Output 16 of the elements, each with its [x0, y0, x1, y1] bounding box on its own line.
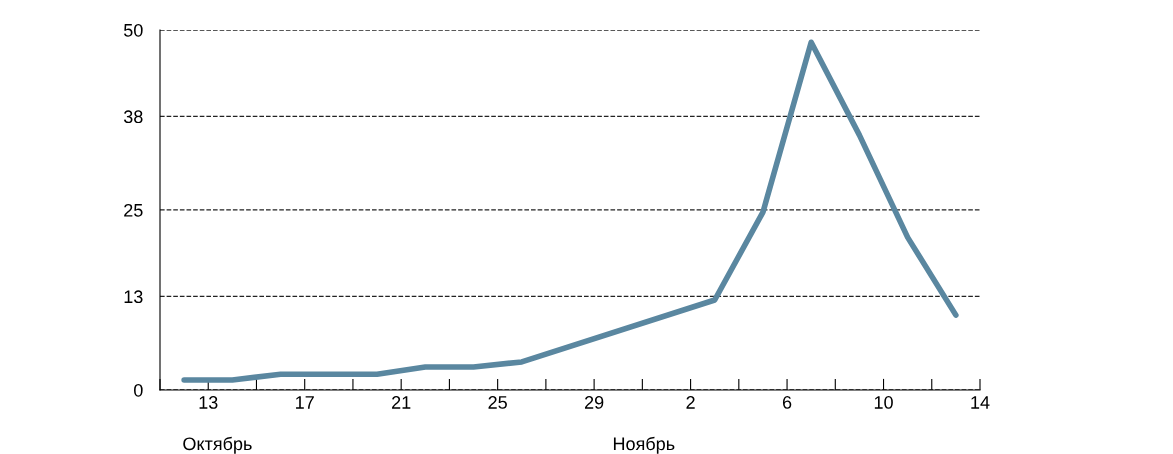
x-tick-label: 13: [199, 396, 218, 409]
y-tick-label: 0: [134, 383, 143, 397]
text: Октябрь: [183, 436, 252, 454]
x-tick-label: 25: [488, 396, 507, 409]
y-tick-label: 50: [123, 23, 143, 37]
x-tick-label: 6: [782, 396, 792, 409]
y-tick-label: 13: [124, 290, 143, 304]
x-tick-label: 14: [971, 396, 990, 409]
y-tick-label: 25: [124, 203, 143, 217]
x-tick-label: 17: [296, 396, 314, 409]
text: Ноябрь: [613, 436, 675, 454]
x-tick-label: 29: [584, 396, 604, 409]
x-tick-label: 21: [392, 396, 411, 409]
x-tick-label: 2: [686, 396, 695, 409]
x-tick-label: 10: [874, 396, 893, 409]
y-tick-label: 38: [123, 110, 143, 124]
